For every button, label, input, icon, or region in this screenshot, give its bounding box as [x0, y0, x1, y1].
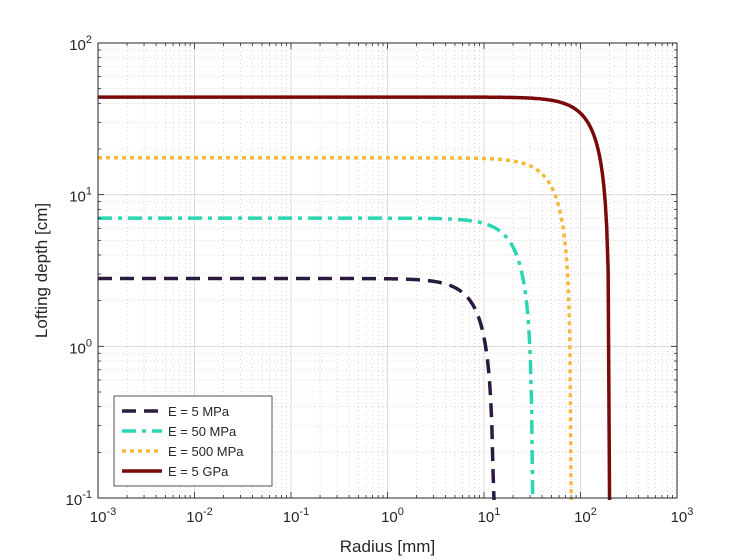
legend-label-1: E = 50 MPa [168, 424, 237, 439]
series-line-3 [97, 95, 612, 501]
y-tick-label: 10-1 [66, 489, 92, 509]
y-tick-label: 101 [69, 186, 92, 206]
axis-ticks [97, 42, 678, 499]
x-tick-label: 101 [478, 506, 501, 526]
series-line-0 [97, 276, 496, 501]
legend-label-3: E = 5 GPa [168, 464, 229, 479]
x-tick-label: 103 [671, 506, 694, 526]
x-tick-label: 100 [381, 506, 404, 526]
series-line-2 [97, 156, 573, 501]
y-tick-label: 102 [69, 34, 92, 54]
legend: E = 5 MPa E = 50 MPa E = 500 MPa E = 5 GPa [113, 395, 273, 487]
series-lines [97, 95, 612, 501]
x-tick-label: 10-1 [283, 506, 309, 526]
y-tick-labels: 10-1 100 101 102 [66, 34, 92, 509]
x-tick-label: 102 [574, 506, 597, 526]
y-tick-label: 100 [69, 337, 92, 357]
legend-label-2: E = 500 MPa [168, 444, 244, 459]
x-tick-label: 10-2 [186, 506, 212, 526]
series-line-1 [97, 216, 535, 501]
legend-label-0: E = 5 MPa [168, 404, 230, 419]
y-axis-label: Lofting depth [cm] [32, 203, 51, 338]
x-tick-label: 10-3 [90, 506, 116, 526]
x-axis-label: Radius [mm] [340, 537, 435, 556]
x-tick-labels: 10-3 10-2 10-1 100 101 102 103 [90, 506, 694, 526]
